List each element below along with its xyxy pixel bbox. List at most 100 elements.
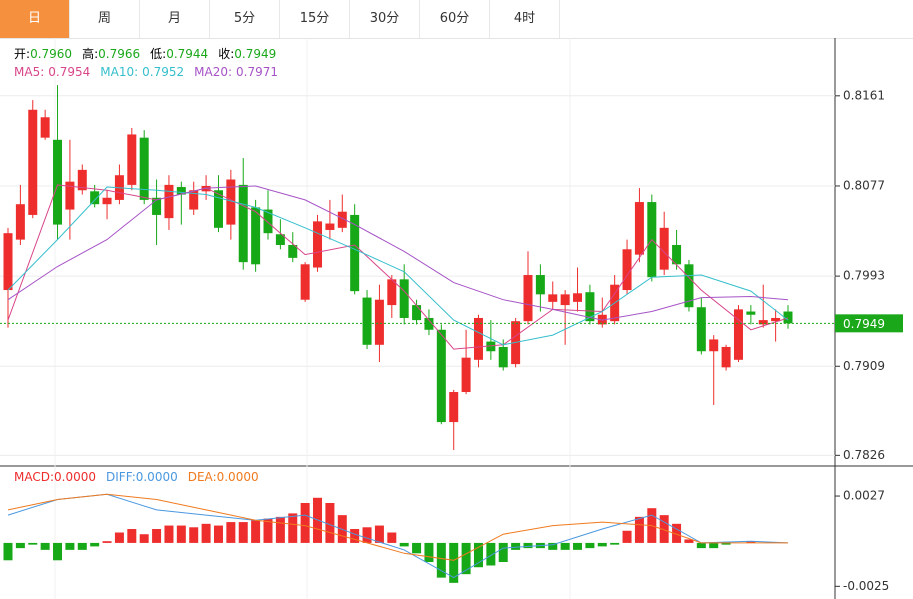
macd-bar (523, 542, 533, 549)
candle-body (288, 244, 298, 258)
candle-body (634, 202, 644, 255)
candle-body (449, 392, 459, 423)
period-tab[interactable]: 60分 (420, 0, 490, 38)
period-tab[interactable]: 周 (70, 0, 140, 38)
candle-body (15, 204, 25, 240)
macd-bar (65, 542, 75, 550)
candle-body (709, 339, 719, 352)
candle-body (251, 207, 261, 265)
macd-bar (300, 502, 310, 543)
candle-body (585, 292, 595, 322)
macd-bar (127, 529, 137, 543)
macd-bar (548, 542, 558, 550)
macd-bar (164, 525, 174, 543)
macd-bar (461, 542, 471, 575)
legend-value: 0.0000 (135, 470, 178, 484)
macd-bar (610, 542, 620, 545)
macd-bar (226, 522, 236, 543)
candle-body (659, 227, 669, 270)
legend-value: 0.0000 (216, 470, 259, 484)
candle-body (213, 190, 223, 228)
macd-line (7, 493, 789, 579)
candle-body (77, 169, 87, 191)
macd-bar (362, 527, 372, 543)
y-tick-label: 0.8077 (843, 178, 885, 192)
legend-name: MA10 (100, 65, 138, 79)
period-tab[interactable]: 日 (0, 0, 70, 38)
candle-body (90, 191, 100, 205)
candle-body (684, 264, 694, 308)
candle-body (560, 294, 570, 306)
info-label: 高 (82, 47, 98, 61)
candle-body (374, 299, 384, 345)
macd-bar (486, 542, 496, 566)
candle-body (350, 214, 360, 292)
candle-body (275, 234, 285, 245)
candle-body (486, 341, 496, 352)
period-tab[interactable]: 15分 (280, 0, 350, 38)
y-tick-label: 0.7909 (843, 359, 885, 373)
candle-body (548, 294, 558, 302)
macd-bar (634, 516, 644, 543)
macd-bar (511, 542, 521, 550)
y-tick-label: 0.7826 (843, 448, 885, 462)
macd-bar (3, 542, 13, 561)
price-tag (835, 314, 903, 333)
period-tab[interactable]: 4时 (490, 0, 560, 38)
macd-bar (387, 532, 397, 543)
macd-bar (560, 542, 570, 550)
macd-bar (28, 542, 38, 545)
candle-body (473, 317, 483, 360)
legend-name: MACD (14, 470, 54, 484)
macd-bar (424, 542, 434, 563)
macd-bar (102, 541, 112, 543)
ma-line (7, 186, 789, 346)
info-value: 0.7944 (166, 47, 209, 61)
macd-bar (201, 523, 211, 543)
candle-body (127, 134, 137, 185)
period-tabs: 日周月 5分 15分 30分 60分 4时 (0, 0, 913, 39)
legend-name: DIFF (106, 470, 136, 484)
legend-name: MA5 (14, 65, 44, 79)
candle-body (622, 249, 632, 291)
macd-bar (573, 542, 583, 550)
candle-body (461, 357, 471, 393)
legend-value: 0.7971 (236, 65, 279, 79)
candle-body (65, 181, 75, 210)
legend-value: 0.0000 (54, 470, 97, 484)
macd-bar (189, 527, 199, 543)
info-value: 0.7960 (30, 47, 73, 61)
macd-bar (374, 525, 384, 543)
macd-bar (53, 542, 63, 561)
period-tab[interactable]: 月 (140, 0, 210, 38)
candle-body (226, 179, 236, 225)
macd-bar (213, 525, 223, 543)
legend-value: 0.7954 (48, 65, 91, 79)
macd-bar (152, 529, 162, 543)
ma-line (7, 185, 789, 321)
candle-body (313, 221, 323, 268)
price-tag-label: 0.7949 (843, 317, 885, 331)
candle-body (535, 275, 545, 295)
period-tab[interactable]: 30分 (350, 0, 420, 38)
candle-body (325, 223, 335, 230)
candle-body (300, 264, 310, 300)
period-tab[interactable]: 5分 (210, 0, 280, 38)
candle-body (758, 320, 768, 325)
candle-body (387, 279, 397, 306)
macd-bar (672, 523, 682, 543)
candle-body (733, 309, 743, 360)
macd-bar (77, 542, 87, 550)
macd-bar (90, 542, 100, 547)
candle-body (424, 317, 434, 330)
legend-name: DEA (188, 470, 217, 484)
candle-body (436, 329, 446, 423)
candle-body (238, 184, 248, 263)
macd-bar (15, 542, 25, 549)
candle-body (573, 293, 583, 302)
candle-body (152, 197, 162, 215)
y-tick-label: 0.7993 (843, 269, 885, 283)
info-value: 0.7966 (98, 47, 141, 61)
